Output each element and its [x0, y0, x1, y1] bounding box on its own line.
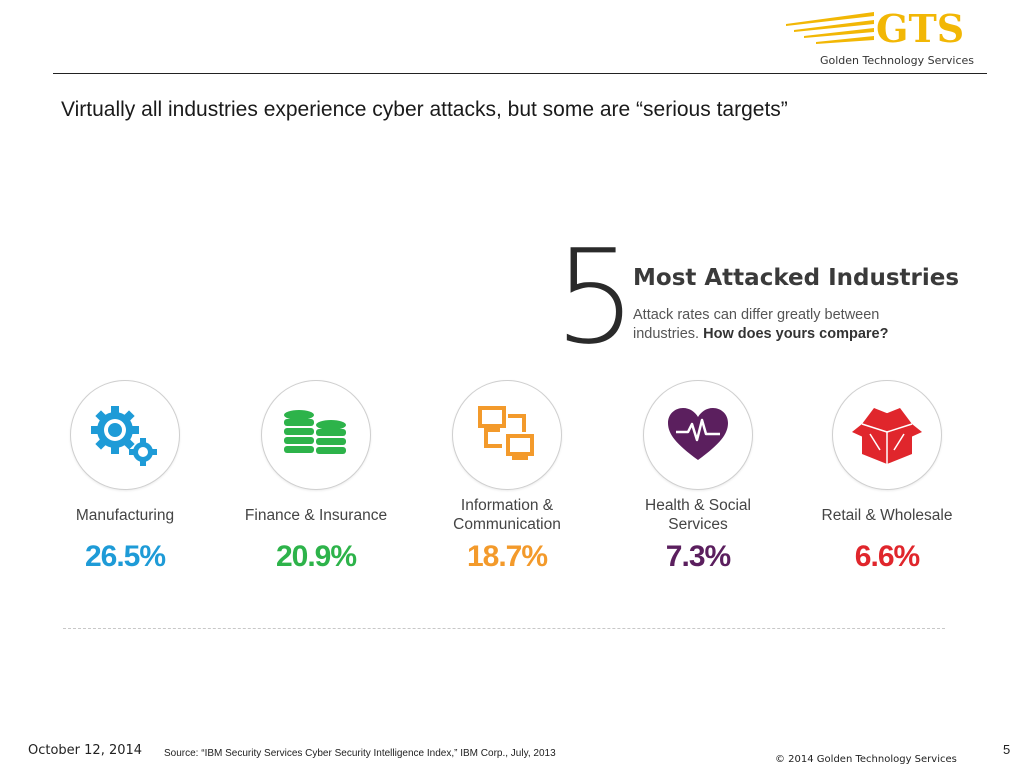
dashed-divider	[63, 628, 945, 629]
network-computers-icon	[478, 406, 534, 460]
gts-logo: GTS Golden Technology Services	[786, 4, 986, 70]
industry-icon-circle	[452, 380, 562, 490]
industry-label: Manufacturing	[25, 506, 225, 525]
industry-label-line-1: Health & Social	[645, 497, 751, 514]
industry-label: Retail & Wholesale	[787, 506, 987, 525]
subtitle-bold: How does yours compare?	[703, 326, 889, 342]
subtitle-line-2: industries. How does yours compare?	[633, 325, 888, 344]
infographic-title: Most Attacked Industries	[633, 265, 960, 291]
industry-manufacturing: Manufacturing 26.5%	[25, 380, 225, 573]
big-number: 5	[554, 221, 637, 373]
heart-pulse-icon	[668, 408, 728, 460]
industry-health-social-services: Health & Social Services 7.3%	[598, 380, 798, 573]
industry-icon-circle	[832, 380, 942, 490]
subtitle-line-1: Attack rates can differ greatly between	[633, 307, 880, 323]
logo-tagline: Golden Technology Services	[819, 54, 974, 67]
industry-information-communication: Information & Communication 18.7%	[407, 380, 607, 573]
industry-label-line-2: Services	[668, 516, 728, 533]
industry-label: Health & Social Services	[598, 496, 798, 534]
industry-percent: 18.7%	[466, 540, 548, 573]
subtitle-plain: industries.	[633, 326, 704, 342]
coin-stacks-icon	[284, 410, 346, 454]
footer-date: October 12, 2014	[28, 743, 143, 758]
header-rule	[53, 73, 987, 74]
industry-icon-circle	[643, 380, 753, 490]
industry-label-line-1: Information &	[460, 497, 554, 514]
logo-text: GTS	[876, 6, 964, 51]
industry-icon-circle	[70, 380, 180, 490]
industry-finance-insurance: Finance & Insurance 20.9%	[216, 380, 416, 573]
industry-label-line-1: Retail & Wholesale	[821, 507, 953, 524]
industry-percent: 20.9%	[275, 540, 357, 573]
infographic-subtitle: Attack rates can differ greatly between …	[633, 306, 888, 344]
industry-label: Information & Communication	[407, 496, 607, 534]
industry-retail-wholesale: Retail & Wholesale 6.6%	[787, 380, 987, 573]
open-box-icon	[852, 408, 922, 464]
gts-logo-mark: GTS	[786, 6, 964, 51]
page-number: 5	[1003, 742, 1011, 757]
industry-label: Finance & Insurance	[216, 506, 416, 525]
industry-label-line-1: Finance & Insurance	[244, 507, 388, 524]
industry-percent: 7.3%	[665, 540, 731, 573]
footer-copyright: © 2014 Golden Technology Services	[775, 754, 957, 765]
industry-percent: 26.5%	[84, 540, 166, 573]
industry-icon-circle	[261, 380, 371, 490]
industry-label-line-1: Manufacturing	[75, 507, 175, 524]
slide-headline: Virtually all industries experience cybe…	[61, 98, 788, 121]
footer-source: Source: “IBM Security Services Cyber Sec…	[164, 748, 556, 759]
industry-label-line-2: Communication	[453, 516, 561, 533]
gears-icon	[91, 406, 157, 466]
industry-percent: 6.6%	[854, 540, 920, 573]
